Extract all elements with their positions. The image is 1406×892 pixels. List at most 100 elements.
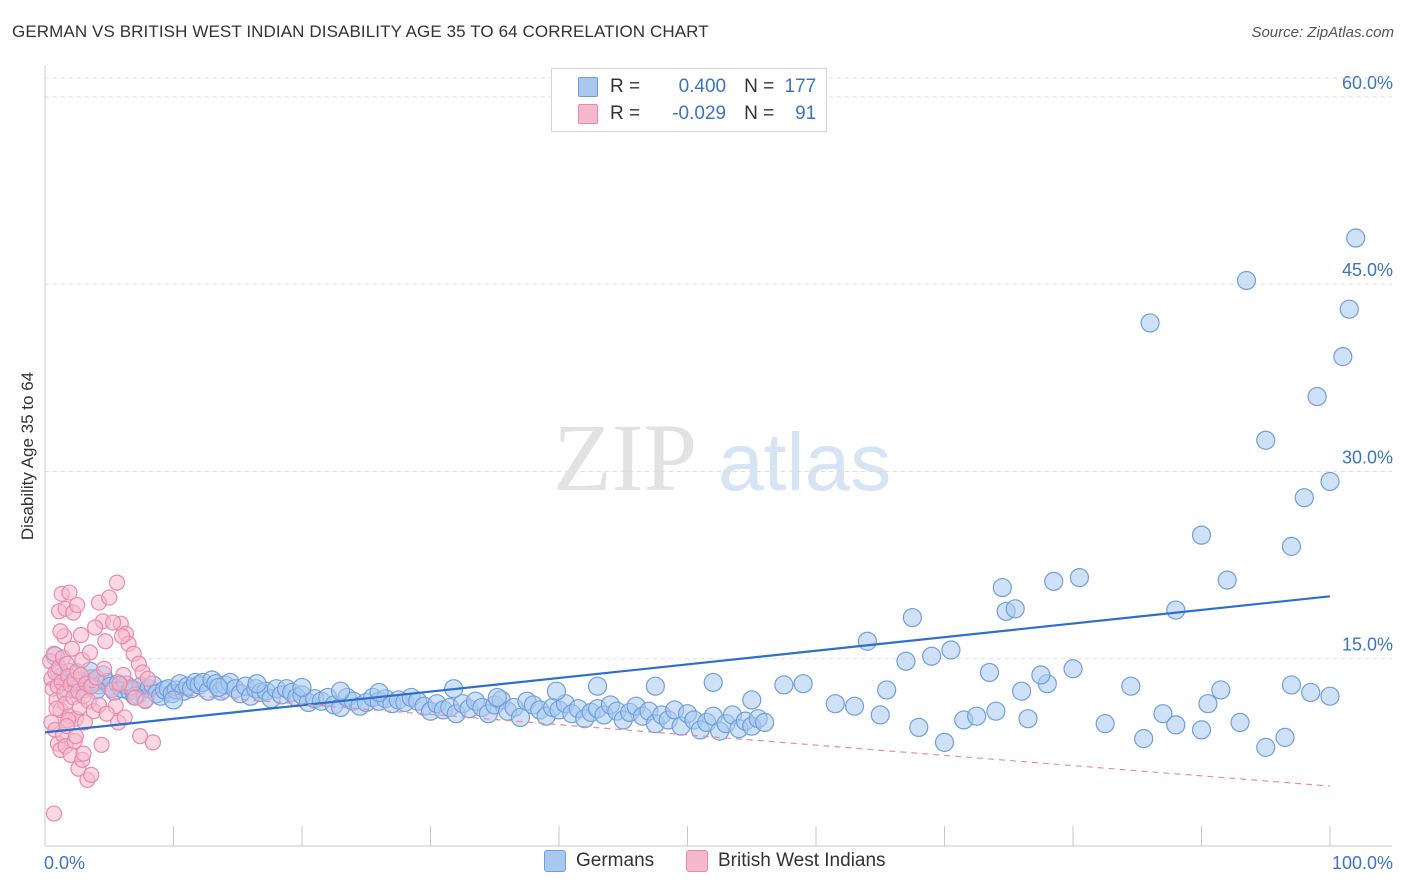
german-point — [922, 646, 942, 666]
german-point — [1153, 704, 1173, 724]
source-label: Source: ZipAtlas.com — [1251, 24, 1394, 41]
legend-label-germans: Germans — [576, 850, 655, 871]
german-point — [1121, 676, 1141, 696]
bwi-point — [105, 614, 122, 631]
bwi-point — [144, 734, 162, 751]
series-legend: Germans British West Indians — [0, 850, 1406, 876]
german-point — [1256, 430, 1276, 450]
german-point — [1005, 599, 1025, 619]
bwi-trend-line — [44, 683, 1331, 787]
german-point — [208, 677, 229, 698]
german-point — [1166, 715, 1186, 735]
german-point — [1281, 675, 1302, 695]
german-point — [1256, 737, 1276, 757]
bwi-point — [97, 633, 114, 650]
german-point — [247, 674, 267, 694]
bwi-point — [61, 584, 78, 601]
german-point — [1095, 714, 1115, 734]
legend-n-value: 177 — [784, 76, 817, 97]
german-point — [292, 677, 312, 698]
legend-item-germans: Germans — [544, 850, 654, 872]
german-point — [902, 607, 922, 628]
german-point — [1211, 680, 1231, 700]
chart-title: GERMAN VS BRITISH WEST INDIAN DISABILITY… — [12, 22, 709, 41]
german-point — [1346, 228, 1366, 248]
bwi-point — [93, 736, 110, 753]
german-point — [979, 662, 1000, 683]
watermark-atlas: atlas — [718, 417, 891, 508]
german-trend-line — [44, 595, 1331, 734]
legend-r-label: R = — [610, 76, 641, 97]
legend-r-value: 0.400 — [678, 76, 727, 97]
german-point — [1339, 299, 1359, 319]
bwi-point — [76, 714, 93, 731]
legend-n-label: N = — [744, 76, 775, 97]
german-point — [896, 651, 916, 671]
legend-r-value: -0.029 — [672, 103, 727, 124]
german-point — [1044, 571, 1064, 591]
german-point — [1018, 709, 1038, 729]
legend-row-bwi: R = -0.029 N = 91 — [578, 101, 816, 127]
german-point — [163, 690, 184, 710]
german-point — [877, 680, 897, 700]
german-point — [941, 640, 961, 660]
legend-n-label: N = — [744, 103, 775, 124]
bwi-point — [67, 728, 84, 745]
watermark-zip: ZIP — [553, 404, 697, 511]
german-point — [1217, 570, 1237, 590]
german-point — [1011, 681, 1032, 701]
german-point — [1301, 682, 1321, 703]
german-point — [1191, 720, 1212, 740]
legend-swatch-germans — [544, 850, 566, 872]
bwi-point — [63, 640, 81, 657]
legend-n-value: 91 — [795, 103, 817, 124]
german-point — [1320, 471, 1340, 492]
bwi-point — [52, 623, 69, 640]
german-point — [1191, 525, 1212, 545]
bwi-point — [75, 745, 92, 762]
german-point — [909, 717, 929, 738]
bwi-point — [81, 644, 99, 661]
legend-row-germans: R = 0.400 N = 177 — [578, 74, 816, 100]
german-point — [967, 706, 987, 726]
bwi-point — [96, 660, 113, 677]
german-point — [1236, 270, 1257, 291]
german-point — [1031, 665, 1051, 685]
legend-swatch-bwi — [686, 850, 708, 872]
y-tick-label: 15.0% — [1342, 635, 1393, 655]
y-tick-label: 60.0% — [1342, 73, 1393, 93]
correlation-legend: R = 0.400 N = 177 R = -0.029 N = 91 — [551, 68, 827, 132]
german-point — [825, 694, 845, 714]
german-point — [1069, 567, 1090, 588]
bwi-point — [83, 766, 100, 783]
german-point — [870, 705, 890, 725]
german-point — [587, 676, 608, 696]
german-point — [1134, 729, 1154, 749]
german-point — [844, 696, 865, 716]
german-point — [793, 674, 813, 694]
german-point — [1198, 694, 1218, 714]
german-point — [986, 701, 1006, 721]
bwi-point — [113, 628, 131, 645]
bwi-point — [139, 670, 156, 687]
german-point — [1320, 686, 1340, 706]
bwi-point — [87, 619, 104, 636]
legend-item-bwi: British West Indians — [686, 850, 886, 872]
bwi-point — [98, 705, 115, 722]
bwi-point — [111, 675, 128, 692]
bwi-point — [137, 693, 154, 710]
legend-label-bwi: British West Indians — [718, 850, 886, 871]
bwi-point — [131, 728, 149, 745]
german-point — [742, 690, 762, 710]
x-tick-label: 0.0% — [44, 853, 85, 873]
german-point — [1294, 488, 1314, 508]
bwi-point — [48, 700, 65, 717]
bwi-point — [101, 589, 118, 606]
german-point — [1230, 712, 1250, 733]
legend-swatch-bwi — [578, 104, 598, 124]
german-point — [510, 707, 531, 728]
german-point — [703, 672, 723, 693]
german-point — [857, 631, 878, 651]
german-point — [487, 687, 507, 708]
bwi-point — [72, 626, 90, 644]
